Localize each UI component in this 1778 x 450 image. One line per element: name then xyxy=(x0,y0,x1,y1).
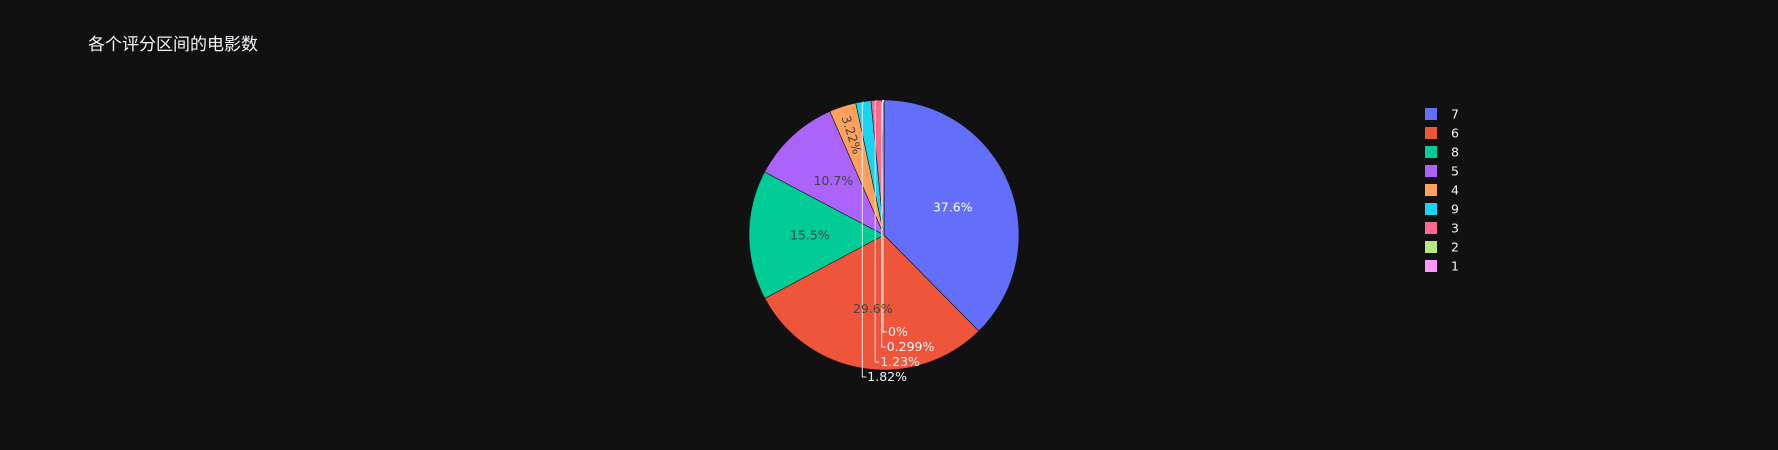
legend-swatch-score-9 xyxy=(1425,203,1437,215)
legend-item-score-4[interactable]: 4 xyxy=(1425,183,1459,198)
legend-swatch-score-5 xyxy=(1425,165,1437,177)
leader-line-score-1 xyxy=(882,99,887,333)
pie-slice-labels: 37.6%29.6%15.5%10.7%3.22%1.82%1.23%0.299… xyxy=(790,114,973,384)
slice-label-score-1: 0% xyxy=(888,324,908,339)
slice-label-score-3: 1.23% xyxy=(880,354,920,369)
slice-label-score-5: 10.7% xyxy=(814,173,854,188)
slice-label-score-7: 37.6% xyxy=(933,199,973,214)
slice-label-score-9: 1.82% xyxy=(867,369,907,384)
legend-item-score-5[interactable]: 5 xyxy=(1425,164,1459,179)
pie-slice-score-7[interactable] xyxy=(883,99,1020,332)
pie-slice-score-6[interactable] xyxy=(764,234,980,371)
legend-item-score-3[interactable]: 3 xyxy=(1425,221,1459,236)
legend-swatch-score-4 xyxy=(1425,184,1437,196)
pie-slice-score-5[interactable] xyxy=(764,110,885,236)
legend-swatch-score-6 xyxy=(1425,127,1437,139)
slice-label-score-6: 29.6% xyxy=(853,301,893,316)
leader-line-score-2 xyxy=(881,99,886,348)
legend-swatch-score-8 xyxy=(1425,146,1437,158)
legend-item-score-2[interactable]: 2 xyxy=(1425,240,1459,255)
legend-label-score-2: 2 xyxy=(1451,240,1459,255)
legend-label-score-4: 4 xyxy=(1451,183,1459,198)
legend-swatch-score-3 xyxy=(1425,222,1437,234)
legend-swatch-score-2 xyxy=(1425,241,1437,253)
legend-label-score-8: 8 xyxy=(1451,145,1459,160)
legend-item-score-9[interactable]: 9 xyxy=(1425,202,1459,217)
chart-title: 各个评分区间的电影数 xyxy=(88,35,258,55)
legend: 7 6 8 5 4 9 3 2 1 xyxy=(1425,107,1459,274)
legend-item-score-7[interactable]: 7 xyxy=(1425,107,1459,122)
slice-label-score-8: 15.5% xyxy=(790,228,830,243)
legend-swatch-score-7 xyxy=(1425,108,1437,120)
pie-leader-lines xyxy=(861,99,887,378)
legend-label-score-1: 1 xyxy=(1451,259,1459,274)
legend-label-score-5: 5 xyxy=(1451,164,1459,179)
legend-label-score-3: 3 xyxy=(1451,221,1459,236)
pie-slices xyxy=(748,99,1020,371)
legend-label-score-9: 9 xyxy=(1451,202,1459,217)
slice-label-score-2: 0.299% xyxy=(887,339,935,354)
legend-item-score-6[interactable]: 6 xyxy=(1425,126,1459,141)
legend-label-score-6: 6 xyxy=(1451,126,1459,141)
pie-slice-score-8[interactable] xyxy=(748,171,885,299)
legend-item-score-1[interactable]: 1 xyxy=(1425,259,1459,274)
leader-line-score-3 xyxy=(874,100,880,363)
legend-item-score-8[interactable]: 8 xyxy=(1425,145,1459,160)
legend-label-score-7: 7 xyxy=(1451,107,1459,122)
legend-swatch-score-1 xyxy=(1425,260,1437,272)
leader-line-score-9 xyxy=(861,101,867,378)
